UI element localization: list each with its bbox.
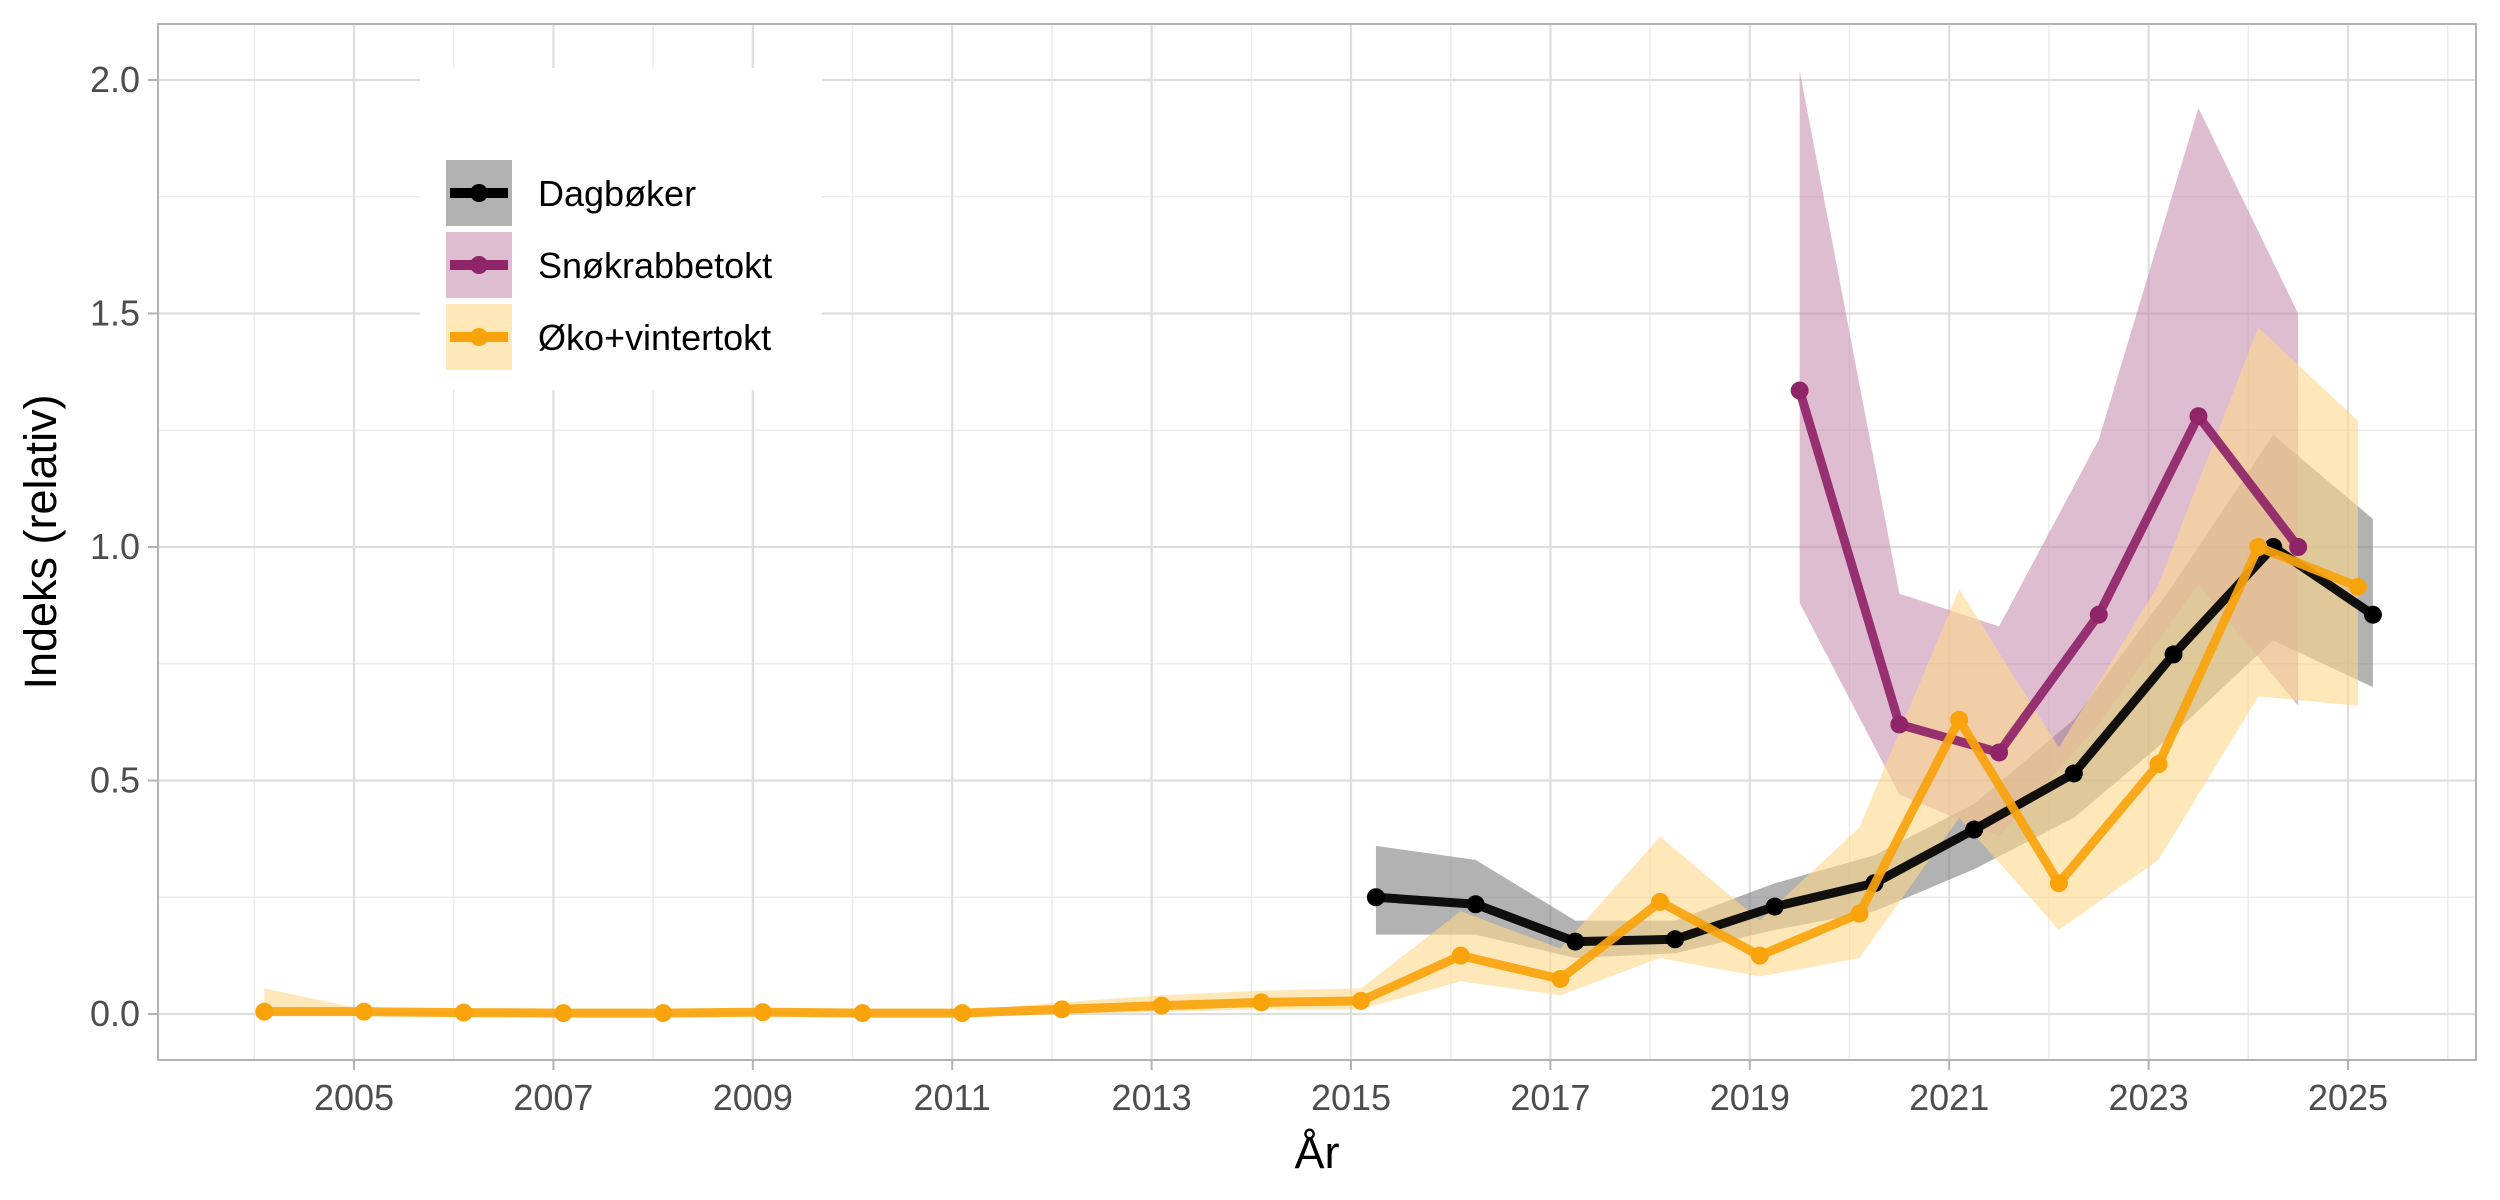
ribbon-økovintertokt	[264, 327, 2358, 1014]
data-point	[1566, 932, 1585, 951]
x-tick-label: 2005	[314, 1077, 394, 1118]
x-tick-label: 2025	[2308, 1077, 2388, 1118]
x-tick-label: 2013	[1112, 1077, 1192, 1118]
x-axis-ticks: 2005 2007 2009 2011 2013 2015 2017 2019 2021 2023…	[314, 1060, 2388, 1118]
data-point	[2149, 755, 2168, 774]
y-axis-title: Indeks (relativ)	[15, 394, 66, 689]
y-tick-label: 2.0	[90, 59, 140, 100]
data-point	[1351, 991, 1370, 1010]
data-point	[1666, 930, 1685, 949]
plot-panel-border	[157, 23, 2477, 1061]
legend-label: Dagbøker	[538, 173, 696, 214]
data-point	[1790, 381, 1809, 400]
y-tick-label: 0.0	[90, 993, 140, 1034]
data-point	[2289, 538, 2308, 556]
data-point	[1765, 897, 1784, 916]
y-tick-label: 0.5	[90, 760, 140, 801]
series-lines	[255, 381, 2382, 1023]
x-tick-label: 2019	[1710, 1077, 1790, 1118]
legend-label: Øko+vintertokt	[538, 317, 771, 358]
y-axis-ticks: 0.0 0.5 1.0 1.5 2.0	[90, 59, 158, 1034]
x-tick-label: 2015	[1311, 1077, 1391, 1118]
data-point	[2249, 538, 2268, 556]
data-point	[1466, 895, 1485, 914]
data-point	[2049, 874, 2068, 893]
data-point	[1252, 993, 1271, 1012]
data-point	[753, 1003, 772, 1022]
data-point	[1366, 888, 1385, 907]
data-point	[654, 1004, 673, 1023]
data-point	[1850, 904, 1869, 923]
data-point	[554, 1004, 573, 1023]
series-line	[1795, 389, 2302, 757]
x-tick-label: 2017	[1510, 1077, 1590, 1118]
ribbon-snøkrabbetokt	[1799, 70, 2299, 837]
legend-key-point	[470, 184, 488, 202]
legend-label: Snøkrabbetokt	[538, 245, 772, 286]
data-point	[255, 1002, 274, 1021]
data-point	[2164, 645, 2183, 664]
data-point	[853, 1004, 872, 1023]
x-tick-label: 2007	[513, 1077, 593, 1118]
legend-key-point	[470, 256, 488, 274]
legend-key-point	[470, 328, 488, 346]
data-point	[1551, 969, 1570, 988]
data-point	[2363, 605, 2382, 624]
data-point	[1750, 946, 1769, 965]
data-point	[1451, 946, 1470, 965]
data-point	[2089, 605, 2108, 624]
x-tick-label: 2021	[1909, 1077, 1989, 1118]
x-tick-label: 2011	[913, 1077, 990, 1118]
data-point	[2189, 407, 2208, 426]
data-point	[1965, 820, 1984, 839]
x-tick-label: 2009	[713, 1077, 793, 1118]
data-point	[1990, 743, 2009, 762]
data-point	[953, 1004, 972, 1023]
data-point	[1890, 715, 1909, 734]
legend: Dagbøker Snøkrabbetokt Øko+vintertokt	[420, 68, 822, 390]
data-point	[1651, 892, 1670, 911]
data-point	[354, 1002, 373, 1021]
x-tick-label: 2023	[2109, 1077, 2189, 1118]
data-point	[1052, 1000, 1071, 1019]
data-point	[1950, 710, 1969, 729]
data-point	[2348, 577, 2367, 596]
x-axis-title: År	[1295, 1127, 1340, 1178]
y-tick-label: 1.0	[90, 526, 140, 567]
data-point	[2064, 764, 2083, 783]
data-point	[1152, 996, 1171, 1015]
series-line	[264, 542, 2360, 1018]
y-tick-label: 1.5	[90, 293, 140, 334]
data-point	[454, 1003, 473, 1022]
